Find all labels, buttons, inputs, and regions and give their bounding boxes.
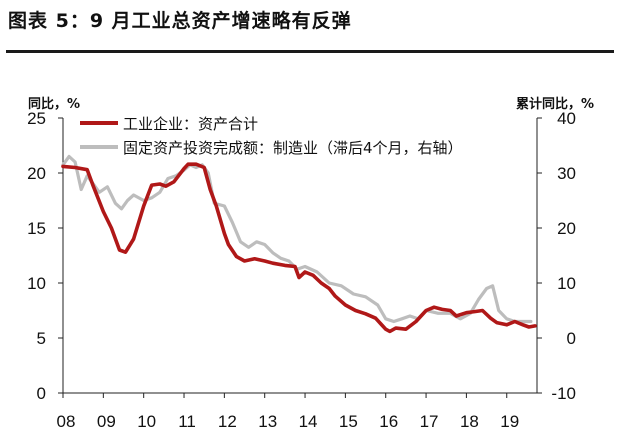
title-divider bbox=[6, 50, 614, 53]
chart-title: 图表 5：9 月工业总资产增速略有反弹 bbox=[8, 10, 352, 32]
left-tick-label: 15 bbox=[27, 219, 46, 238]
left-tick-label: 25 bbox=[27, 109, 46, 128]
x-tick-label: 16 bbox=[379, 412, 398, 431]
x-tick-label: 17 bbox=[420, 412, 439, 431]
right-tick-label: -10 bbox=[551, 384, 576, 403]
x-tick-label: 11 bbox=[178, 412, 196, 431]
x-tick-label: 18 bbox=[460, 412, 479, 431]
series-line-industrial-assets bbox=[61, 162, 537, 334]
x-tick-label: 14 bbox=[299, 412, 318, 431]
left-tick-label: 0 bbox=[37, 384, 46, 403]
right-tick-label: 20 bbox=[557, 219, 576, 238]
left-tick-label: 5 bbox=[37, 329, 46, 348]
x-tick-label: 13 bbox=[258, 412, 277, 431]
right-tick-label: 10 bbox=[557, 274, 576, 293]
x-tick-label: 19 bbox=[500, 412, 519, 431]
x-tick-label: 15 bbox=[339, 412, 358, 431]
right-tick-label: 0 bbox=[567, 329, 576, 348]
right-axis-unit: 累计同比，% bbox=[515, 97, 594, 112]
x-tick-label: 09 bbox=[97, 412, 116, 431]
left-tick-label: 10 bbox=[27, 274, 46, 293]
legend-label-industrial-assets: 工业企业：资产合计 bbox=[123, 115, 258, 133]
right-tick-label: 40 bbox=[557, 109, 576, 128]
right-tick-label: 30 bbox=[557, 164, 576, 183]
left-tick-label: 20 bbox=[27, 164, 46, 183]
x-tick-label: 10 bbox=[137, 412, 156, 431]
legend-label-manufacturing-fai: 固定资产投资完成额：制造业（滞后4个月，右轴） bbox=[123, 139, 463, 157]
x-tick-label: 12 bbox=[218, 412, 237, 431]
left-axis-unit: 同比，% bbox=[28, 97, 81, 112]
x-tick-label: 08 bbox=[57, 412, 76, 431]
